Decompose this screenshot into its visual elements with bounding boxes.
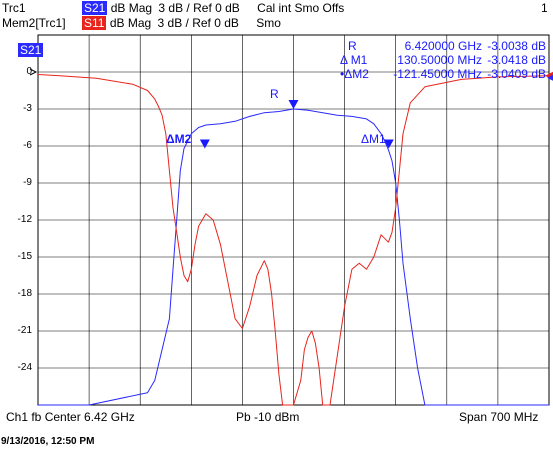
trace1-param-badge[interactable]: S21 [82, 1, 108, 15]
marker-freq: 6.420000 GHz [404, 39, 482, 53]
trace1-name: Trc1 [2, 1, 26, 15]
trace1-header[interactable]: Trc1 [2, 1, 26, 15]
memory-format[interactable]: dB Mag [109, 16, 152, 30]
grid [29, 35, 549, 406]
y-tick-label: 0 [26, 66, 32, 77]
active-trace-badge[interactable]: S21 [18, 43, 44, 57]
memory-cal[interactable]: Smo [256, 16, 281, 30]
marker-row-m2[interactable]: •ΔM2 -121.45000 MHz -3.0409 dB [340, 67, 548, 81]
s21-trace[interactable] [38, 108, 549, 406]
memory-scale[interactable]: 3 dB / [157, 16, 189, 30]
y-tick-label: -3 [23, 103, 32, 114]
s21-trace-end-arrow [547, 74, 553, 81]
marker-label: Δ M1 [340, 53, 368, 67]
marker-m2-label[interactable]: ΔM2 [166, 132, 192, 146]
marker-table: R 6.420000 GHz -3.0038 dB Δ M1 130.50000… [340, 39, 548, 81]
channel-center-label[interactable]: Ch1 fb Center 6.42 GHz [6, 410, 135, 424]
s11-trace[interactable] [37, 74, 550, 406]
memory-param-badge[interactable]: S11 [82, 16, 107, 30]
trace1-settings[interactable]: S21 dB Mag 3 dB / Ref 0 dB Cal int Smo O… [82, 1, 344, 15]
marker-value: -3.0418 dB [487, 53, 546, 67]
marker-m2-triangle[interactable] [199, 139, 210, 149]
trace1-ref[interactable]: Ref 0 dB [193, 1, 240, 15]
y-tick-label: -15 [17, 251, 32, 262]
y-tick-label: -6 [23, 140, 32, 151]
marker-value: -3.0038 dB [487, 39, 546, 53]
y-tick-label: -18 [17, 288, 32, 299]
marker-freq: 130.50000 MHz [397, 53, 482, 67]
marker-r-label[interactable]: R [270, 87, 279, 101]
channel-number: 1 [541, 1, 548, 15]
marker-freq: -121.45000 MHz [393, 67, 482, 81]
markers[interactable] [199, 100, 394, 149]
marker-m1-triangle[interactable] [383, 139, 394, 149]
y-tick-label: -9 [23, 177, 32, 188]
y-tick-label: -21 [17, 325, 32, 336]
memory-trace-header[interactable]: Mem2[Trc1] [2, 16, 66, 30]
memory-ref[interactable]: Ref 0 dB [192, 16, 239, 30]
marker-row-m1[interactable]: Δ M1 130.50000 MHz -3.0418 dB [340, 53, 548, 67]
y-tick-label: -12 [17, 214, 32, 225]
marker-row-r[interactable]: R 6.420000 GHz -3.0038 dB [340, 39, 548, 53]
marker-r-triangle[interactable] [288, 100, 299, 110]
marker-m1-label[interactable]: ΔM1 [361, 132, 386, 146]
trace1-scale[interactable]: 3 dB / [158, 1, 190, 15]
y-tick-label: -24 [17, 362, 32, 373]
trace1-cal[interactable]: Cal int Smo Offs [257, 1, 345, 15]
memory-trace-name: Mem2[Trc1] [2, 16, 66, 30]
marker-label: R [348, 39, 357, 53]
traces [37, 71, 553, 406]
memory-trace-settings[interactable]: S11 dB Mag 3 dB / Ref 0 dB Smo [82, 16, 281, 30]
marker-value: -3.0409 dB [487, 67, 546, 81]
reference-level-arrow[interactable] [29, 68, 38, 76]
source-power-label[interactable]: Pb -10 dBm [236, 410, 300, 424]
timestamp: 9/13/2016, 12:50 PM [1, 436, 95, 447]
span-label[interactable]: Span 700 MHz [459, 410, 539, 424]
marker-label: •ΔM2 [340, 67, 369, 81]
trace1-format[interactable]: dB Mag [110, 1, 153, 15]
